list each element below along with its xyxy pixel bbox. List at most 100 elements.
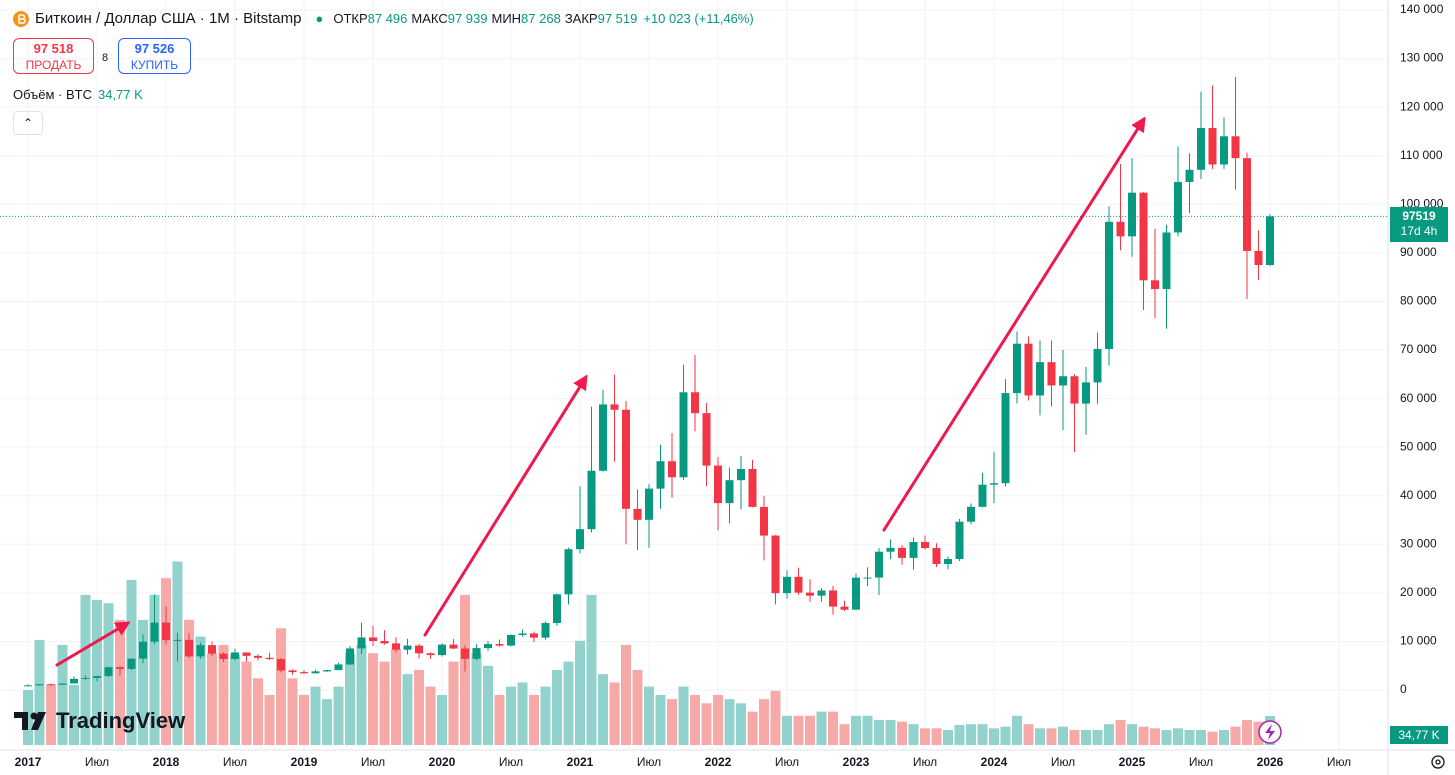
settings-icon[interactable] (1431, 755, 1445, 769)
x-tick-label: Июл (1327, 755, 1351, 769)
volume-bar (851, 715, 861, 745)
volume-bar (34, 639, 45, 745)
candle-body (449, 644, 458, 649)
volume-bar (655, 694, 666, 745)
y-tick-label: 70 000 (1400, 342, 1437, 356)
candles (24, 77, 1274, 687)
volume-bar (115, 619, 125, 745)
axes: 0 10 000 20 000 30 000 40 000 50 000 60 000 70 … (15, 2, 1444, 769)
volume-bar (1012, 715, 1022, 745)
x-tick-label: 2025 (1119, 755, 1146, 769)
volume-bar (161, 578, 171, 745)
volume-bar (1219, 729, 1229, 745)
candle-body (875, 551, 883, 578)
volume-value: 34,77 K (97, 87, 143, 102)
collapse-button[interactable]: ⌃ (13, 111, 43, 135)
price-axis-bg (1388, 0, 1455, 775)
volume-bar (207, 653, 217, 745)
sell-button[interactable]: 97 518 ПРОДАТЬ (13, 38, 94, 74)
candle-body (127, 658, 136, 669)
volume-bar (816, 711, 827, 745)
alert-icon[interactable] (1258, 720, 1282, 744)
volume-bar (264, 694, 275, 745)
candle-body (1059, 376, 1067, 386)
candle-body (265, 657, 274, 660)
candle-body (1254, 250, 1263, 266)
candle-body (553, 594, 561, 623)
x-tick-label: Июл (775, 755, 799, 769)
y-tick-label: 130 000 (1400, 51, 1444, 65)
volume-bar (310, 686, 321, 745)
x-tick-label: Июл (499, 755, 523, 769)
spread: 8 (102, 52, 109, 64)
status-dot: ● (315, 11, 324, 26)
volume-bar (299, 694, 309, 745)
candle-body (1105, 221, 1113, 349)
volume-bar (713, 694, 723, 745)
volume-bar (747, 711, 758, 745)
volume-bar (862, 715, 873, 745)
candle-body (1070, 376, 1079, 404)
volume-bar (506, 686, 516, 745)
candle-body (139, 641, 147, 659)
x-tick-label: 2024 (981, 755, 1008, 769)
candle-body (599, 404, 607, 471)
volume-bar (575, 640, 585, 745)
candle-body (495, 644, 504, 646)
candle-body (162, 622, 170, 641)
candle-body (173, 639, 182, 641)
volume-bar (1104, 724, 1114, 745)
candle-body (116, 667, 124, 669)
candle-body (714, 465, 722, 504)
candle-body (1024, 343, 1033, 396)
volume-bar (1184, 729, 1195, 745)
buy-price: 97 526 (134, 41, 175, 56)
candle-body (1231, 136, 1240, 159)
volume-bar (414, 669, 424, 745)
change: +10 023 (+11,46%) (643, 11, 754, 26)
volume-bar (897, 721, 907, 745)
candle-body (725, 480, 734, 504)
y-tick-label: 40 000 (1400, 488, 1437, 502)
volume-bar (517, 682, 528, 745)
candle-body (208, 645, 216, 654)
volume-bar (437, 694, 447, 745)
candle-body (1093, 348, 1102, 383)
volume-bar (793, 715, 804, 745)
x-tick-label: Июл (637, 755, 661, 769)
volume-bar (1138, 726, 1149, 745)
y-tick-label: 30 000 (1400, 536, 1437, 550)
ohlc-value: 97 519 (597, 11, 638, 26)
y-tick-label: 100 000 (1400, 196, 1444, 210)
volume-bar (644, 686, 654, 745)
candle-body (1185, 169, 1194, 182)
candle-body (1197, 128, 1205, 170)
volume-bar (368, 653, 378, 745)
x-tick-label: Июл (913, 755, 937, 769)
volume-bar (598, 674, 608, 745)
buy-button[interactable]: 97 526 КУПИТЬ (118, 38, 191, 74)
candle-body (58, 683, 67, 685)
ohlc-value: 97 939 (447, 11, 488, 26)
volume-bar (609, 682, 620, 745)
volume-bar (1230, 726, 1241, 745)
candle-body (242, 652, 251, 656)
volume-legend: Объём · BTC 34,77 K (13, 87, 143, 102)
volume-bar (253, 678, 263, 745)
candle-body (990, 483, 998, 485)
volume-bar (1081, 729, 1091, 745)
last-price: 97519 (1402, 209, 1436, 223)
volume-bar (736, 703, 746, 745)
candle-body (254, 655, 262, 658)
candle-body (403, 645, 412, 650)
candle-body (104, 667, 113, 677)
volume-bar (287, 678, 298, 745)
x-tick-label: Июл (1189, 755, 1213, 769)
candle-body (1116, 221, 1125, 237)
candle-body (357, 637, 366, 649)
candle-body (967, 506, 975, 522)
volume-bar (80, 594, 91, 745)
volume-bar (69, 684, 79, 745)
symbol[interactable]: Биткоин / Доллар США · 1M · Bitstamp (35, 10, 302, 27)
